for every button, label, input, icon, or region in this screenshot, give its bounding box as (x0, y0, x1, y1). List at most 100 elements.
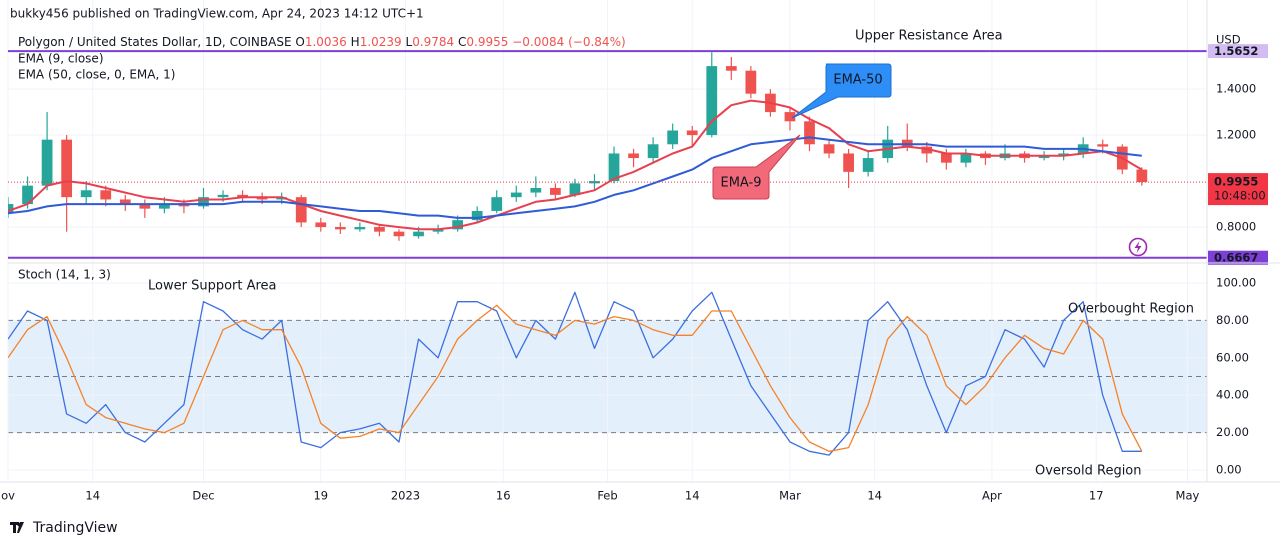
candle-body (1136, 169, 1148, 183)
countdown-label: 10:48:00 (1214, 189, 1266, 203)
candle-body (921, 146, 933, 154)
ohlc-value: 0.9784 (412, 35, 454, 49)
candle-body (530, 187, 542, 193)
candle-body (159, 204, 170, 209)
x-tick-label: Feb (597, 489, 617, 503)
level-tag (1208, 250, 1268, 265)
annotation: Oversold Region (1035, 464, 1142, 479)
legend-entry: EMA (9, close) (18, 52, 104, 66)
candle-body (804, 121, 815, 145)
x-tick-label: Dec (192, 489, 214, 503)
x-tick-label: Apr (982, 489, 1002, 503)
candle-body (471, 210, 483, 221)
candle-body (452, 220, 464, 230)
ohlc-key: C (458, 35, 466, 49)
candle-body (119, 199, 131, 205)
candle-body (22, 185, 33, 205)
ohlc-key: L (406, 35, 413, 49)
candle-body (256, 197, 268, 200)
candle-body (276, 197, 288, 200)
level-label: 1.5652 (1214, 44, 1258, 58)
foreground-layer: 0.8000 1.2000 1.4000 Polygon / United State… (1, 35, 1268, 503)
stoch-pane (8, 291, 1143, 456)
x-tick-label: 14 (867, 489, 882, 503)
candle-body (178, 204, 190, 207)
candle-body (862, 158, 874, 172)
alert-icon (1128, 237, 1148, 257)
candle-body (608, 153, 620, 182)
level-label: 0.6667 (1214, 251, 1258, 265)
candle-body (8, 204, 14, 214)
legend-title: Polygon / United States Dollar, 1D, COIN… (18, 35, 626, 49)
y-tick-label: 20.00 (1216, 425, 1249, 439)
candle-body (901, 139, 913, 147)
stoch-line (8, 304, 1143, 452)
y-tick-label: 0.00 (1216, 463, 1242, 477)
x-tick-label: 14 (685, 489, 700, 503)
y-tick-label: 100.00 (1216, 275, 1256, 289)
ema-line (8, 136, 1142, 219)
candle-body (686, 130, 698, 136)
y-tick-label: 80.00 (1216, 313, 1249, 327)
published-note: bukky456 published on TradingView.com, A… (10, 7, 424, 21)
y-tick-label: 40.00 (1216, 388, 1249, 402)
candle-body (61, 139, 73, 198)
y-tick-label: 60.00 (1216, 350, 1249, 364)
candle-body (549, 187, 561, 195)
candle-body (198, 197, 209, 207)
background-layer (7, 0, 1207, 482)
ohlc-value: 0.9955 (466, 35, 508, 49)
candle-body (745, 70, 757, 94)
candle-body (413, 231, 424, 237)
ohlc-change: −0.0084 (−0.84%) (512, 35, 625, 49)
last-price-tag (1208, 173, 1268, 206)
candle-body (139, 204, 151, 209)
legend-entry: EMA (50, close, 0, EMA, 1) (18, 68, 175, 82)
candle-body (589, 181, 600, 184)
candle-body (80, 190, 92, 198)
candle-body (315, 222, 327, 228)
level-tag (1208, 44, 1268, 59)
callout-box (712, 134, 801, 200)
y-tick-label: 1.2000 (1216, 128, 1256, 142)
ema-line (8, 99, 1143, 231)
candle-body (432, 229, 444, 232)
last-price-label: 0.9955 (1214, 175, 1258, 189)
brand-name: TradingView (32, 520, 118, 536)
candle-body (491, 197, 503, 211)
candle-body (1038, 155, 1050, 159)
candle-body (569, 183, 581, 195)
y-tick-label: 1.4000 (1216, 82, 1256, 96)
annotation: Overbought Region (1068, 302, 1194, 317)
candle-body (41, 139, 53, 186)
ohlc-value: 1.0036 (305, 35, 347, 49)
candle-body (823, 144, 835, 154)
candle-body (237, 194, 248, 198)
candle-body (1058, 153, 1070, 156)
annotation: Upper Resistance Area (855, 29, 1003, 44)
candle-body (393, 231, 405, 237)
candle-body (354, 227, 366, 230)
x-tick-label: 16 (496, 489, 511, 503)
candle-body (100, 190, 112, 200)
ohlc-key: H (351, 35, 360, 49)
x-tick-label: 2023 (391, 489, 420, 503)
candle-body (217, 194, 229, 198)
candle-body (374, 227, 385, 232)
candle-body (334, 227, 346, 230)
stoch-line (8, 291, 1142, 456)
candle-body (510, 192, 522, 198)
indicator-title: Stoch (14, 1, 3) (18, 268, 111, 282)
candle-body (667, 130, 679, 145)
x-tick-label: ov (1, 489, 15, 503)
symbol-title: Polygon / United States Dollar, 1D, COIN… (18, 35, 292, 49)
brand-logo (10, 522, 24, 533)
candle-body (295, 197, 307, 223)
candle-body (960, 153, 972, 163)
candle-body (628, 153, 639, 159)
candle-body (725, 66, 737, 71)
ohlc-key: O (295, 35, 304, 49)
candle-body (784, 112, 796, 122)
